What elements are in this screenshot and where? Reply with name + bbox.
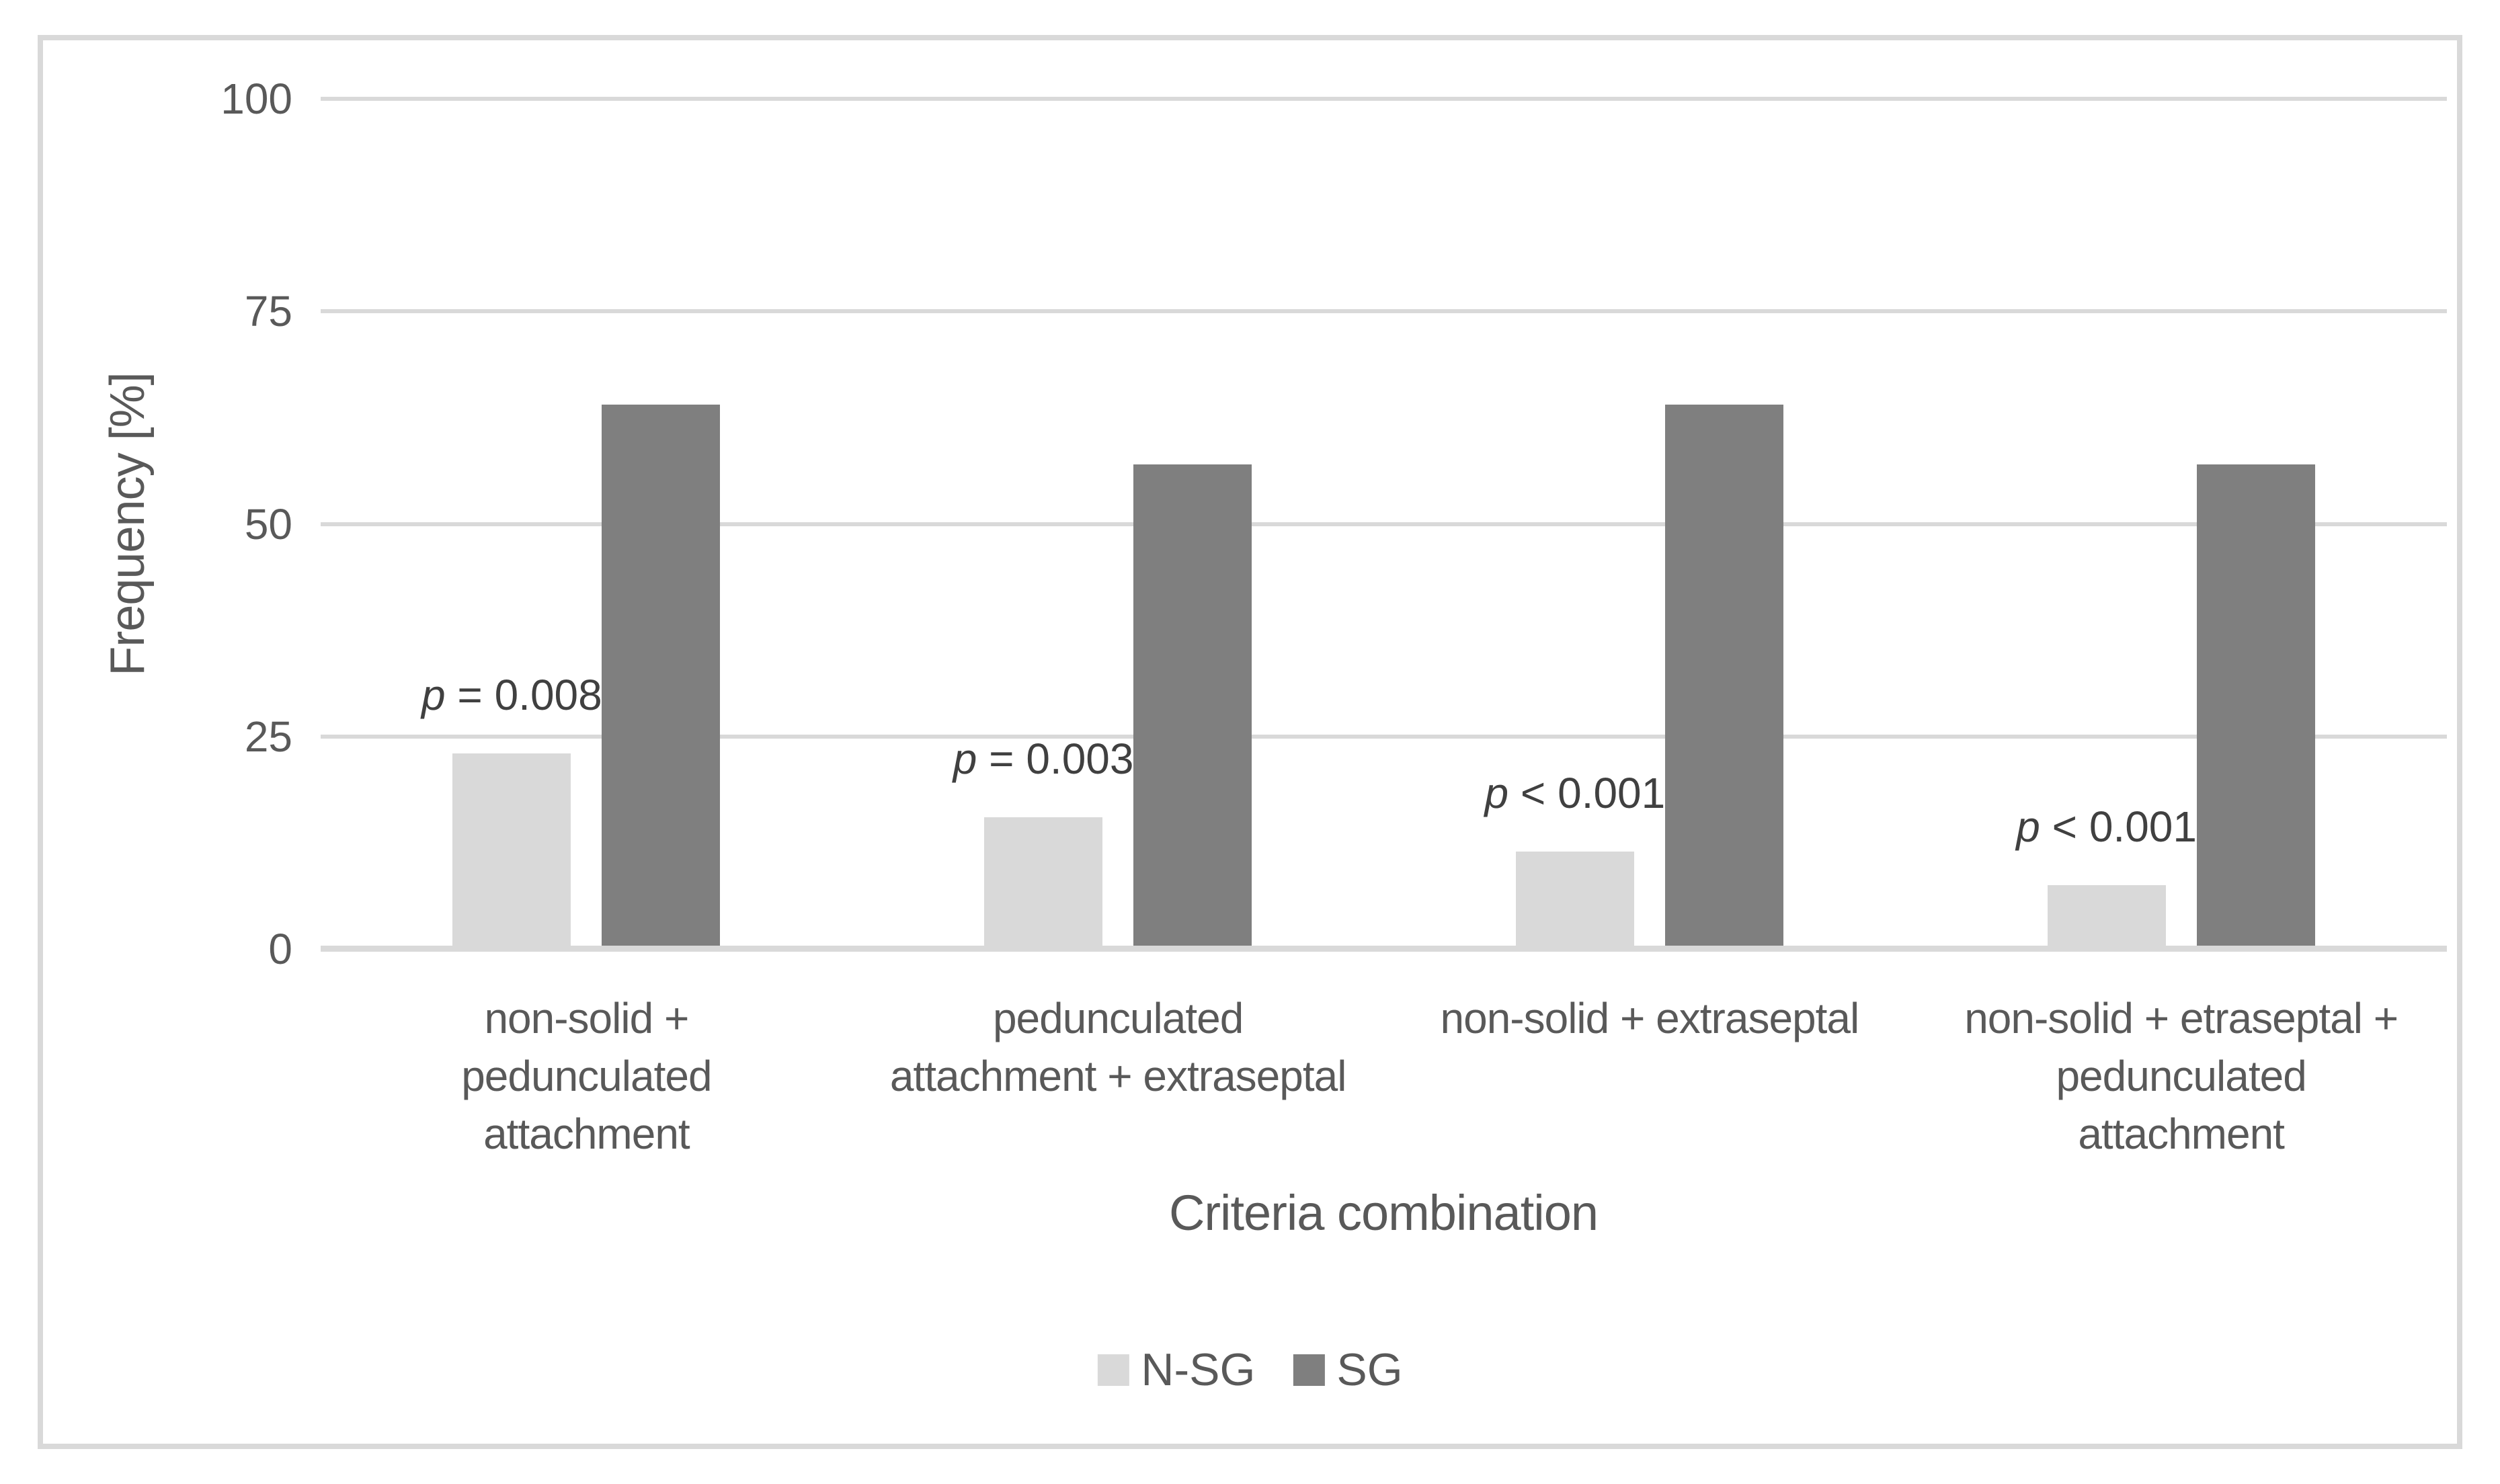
- category-label-line: pedunculated: [2056, 1052, 2306, 1100]
- y-tick-label-50: 50: [244, 499, 292, 548]
- p-symbol: p: [1484, 768, 1509, 817]
- legend: N-SG SG: [1097, 1344, 1403, 1396]
- category-label-3: non-solid + extraseptal: [1384, 989, 1916, 1163]
- legend-label-n-sg: N-SG: [1141, 1344, 1256, 1395]
- gridline-100: [321, 97, 2447, 101]
- bar-n-sg: [984, 817, 1103, 949]
- p-symbol: p: [2016, 802, 2040, 852]
- category-label-line: non-solid + extraseptal: [1440, 994, 1860, 1042]
- gridline-75: [321, 309, 2447, 314]
- legend-swatch-sg: [1293, 1354, 1325, 1386]
- x-axis-category-labels: non-solid + pedunculated attachment peduncu…: [321, 989, 2447, 1163]
- x-axis-title: Criteria combination: [1168, 1185, 1599, 1241]
- legend-swatch-n-sg: [1097, 1354, 1129, 1386]
- bar-n-sg: [1515, 851, 1634, 949]
- bar-sg: [2196, 464, 2315, 949]
- bar-sg: [602, 405, 721, 949]
- category-label-line: attachment + extraseptal: [889, 1052, 1347, 1100]
- gridline-25: [321, 734, 2447, 739]
- category-label-line: pedunculated: [992, 994, 1244, 1042]
- bar-sg: [1664, 405, 1783, 949]
- category-label-line: pedunculated: [461, 1052, 712, 1100]
- category-group-2: p = 0.003: [852, 99, 1384, 949]
- legend-label-sg: SG: [1336, 1344, 1403, 1395]
- category-label-4: non-solid + etraseptal + pedunculated atta…: [1915, 989, 2447, 1163]
- p-symbol: p: [953, 734, 977, 783]
- y-tick-label-75: 75: [244, 287, 292, 336]
- legend-item-n-sg: N-SG: [1097, 1344, 1255, 1396]
- p-value-label: p = 0.008: [421, 671, 602, 720]
- category-label-1: non-solid + pedunculated attachment: [321, 989, 852, 1163]
- y-tick-label-100: 100: [220, 75, 292, 123]
- gridline-50: [321, 522, 2447, 526]
- bar-sg: [1133, 464, 1252, 949]
- bar-n-sg: [2047, 885, 2166, 949]
- category-label-line: attachment: [483, 1110, 690, 1158]
- plot-area: p = 0.008 p = 0.003 p < 0.001 p < 0.001: [321, 97, 2447, 952]
- category-label-2: pedunculated attachment + extraseptal: [852, 989, 1384, 1163]
- p-value-label: p = 0.003: [953, 734, 1134, 783]
- bar-n-sg: [452, 753, 571, 949]
- p-symbol: p: [421, 671, 446, 720]
- p-value-label: p < 0.001: [1484, 768, 1666, 817]
- y-tick-label-25: 25: [244, 712, 292, 761]
- legend-item-sg: SG: [1293, 1344, 1403, 1396]
- category-group-3: p < 0.001: [1384, 99, 1916, 949]
- category-label-line: non-solid + etraseptal +: [1964, 994, 2398, 1042]
- p-value-label: p < 0.001: [2016, 802, 2197, 852]
- category-label-line: attachment: [2078, 1110, 2285, 1158]
- y-tick-label-0: 0: [268, 925, 292, 973]
- bar-groups: p = 0.008 p = 0.003 p < 0.001 p < 0.001: [321, 99, 2447, 949]
- category-label-line: non-solid +: [484, 994, 689, 1042]
- category-group-1: p = 0.008: [321, 99, 852, 949]
- category-group-4: p < 0.001: [1915, 99, 2447, 949]
- x-axis-line: [321, 946, 2447, 952]
